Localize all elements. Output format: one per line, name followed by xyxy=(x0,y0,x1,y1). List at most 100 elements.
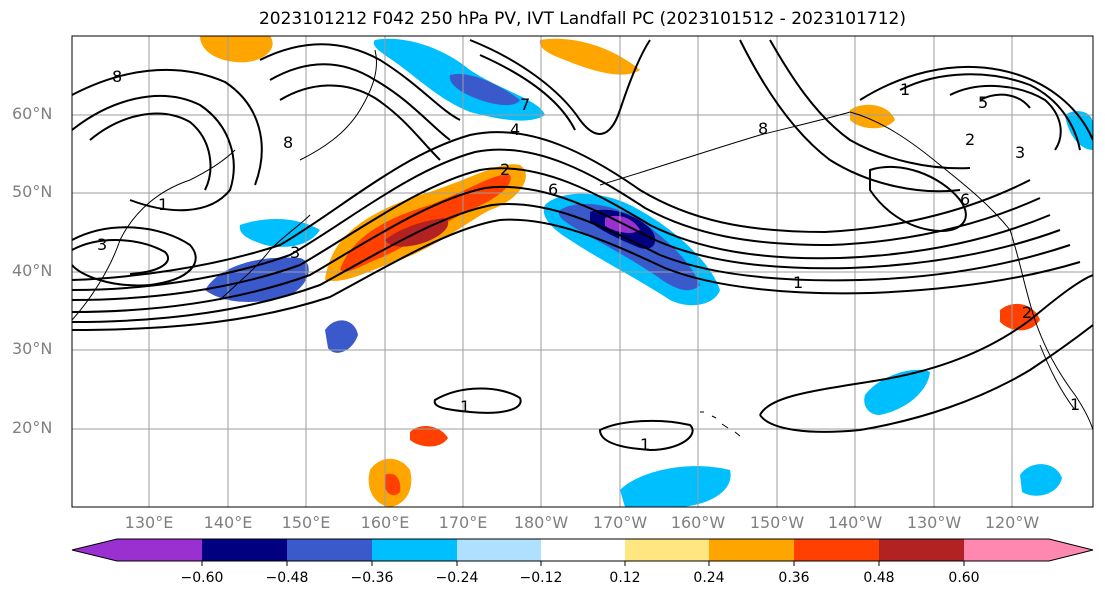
contour-circle-west-2 xyxy=(72,239,169,275)
coastline-north-america xyxy=(1009,229,1093,431)
ivt-contours xyxy=(72,39,1093,452)
contour-jet-4 xyxy=(72,218,1081,331)
contour-label: 8 xyxy=(758,119,768,138)
colorbar-min-extend xyxy=(72,539,117,561)
colorbar-bin xyxy=(287,539,372,561)
lon-label: 120°W xyxy=(984,513,1040,532)
colorbar xyxy=(71,538,1094,566)
coastline-japan xyxy=(219,214,311,301)
contour-jet-5 xyxy=(72,148,1041,291)
contour-label: 1 xyxy=(158,195,168,214)
colorbar-tick-label: 0.60 xyxy=(948,570,980,586)
contour-east-loop xyxy=(869,165,967,232)
lat-label: 60°N xyxy=(12,104,53,123)
colorbar-bin xyxy=(625,539,709,561)
lat-label: 20°N xyxy=(12,418,53,437)
coastline-kamchatka xyxy=(299,49,378,161)
contour-jet-3 xyxy=(72,203,1071,323)
contour-east-big-2 xyxy=(759,324,1093,433)
lon-label: 180°W xyxy=(513,513,569,532)
negative-anomaly-canada xyxy=(1065,111,1093,150)
lon-label: 160°E xyxy=(360,513,410,532)
negative-anomaly-north-core xyxy=(449,74,520,106)
positive-anomaly-northeast xyxy=(539,38,640,75)
contour-subtropical xyxy=(433,387,522,414)
colorbar-bin xyxy=(964,539,1049,561)
map-frame xyxy=(71,35,1094,508)
colorbar-bin xyxy=(794,539,879,561)
contour-ne-1 xyxy=(859,65,1093,141)
chart-title: 2023101212 F042 250 hPa PV, IVT Landfall… xyxy=(258,9,906,29)
contour-label: 2 xyxy=(965,130,975,149)
contour-trough-2 xyxy=(479,54,576,131)
contour-ne-3 xyxy=(949,85,1062,151)
contour-trough-1 xyxy=(469,39,651,135)
contour-label: 8 xyxy=(283,133,293,152)
contour-label: 1 xyxy=(640,435,650,454)
lon-label: 170°W xyxy=(592,513,648,532)
contour-label: 2 xyxy=(1022,303,1032,322)
negative-anomaly-southeast xyxy=(620,466,731,507)
lon-label: 140°E xyxy=(203,513,253,532)
coastline-asia xyxy=(72,149,236,321)
contour-label: 6 xyxy=(548,180,558,199)
contour-label: 8 xyxy=(112,67,122,86)
colorbar-tick-label: 0.36 xyxy=(778,570,810,586)
colorbar-bin xyxy=(541,539,625,561)
contour-jet-6 xyxy=(72,131,1031,281)
hawaii-islands xyxy=(700,411,741,437)
contour-ne-4 xyxy=(979,93,1031,109)
contour-jet-1 xyxy=(72,167,1051,301)
contour-label: 1 xyxy=(900,80,910,99)
negative-anomaly-far-east xyxy=(1020,464,1062,496)
contour-north-1 xyxy=(259,43,461,121)
contour-jet-2 xyxy=(72,185,1061,313)
negative-anomaly-japan-outer xyxy=(239,218,320,247)
colorbar-tick-label: −0.12 xyxy=(519,570,563,586)
colorbar-tick-label: −0.36 xyxy=(350,570,394,586)
contour-tropical xyxy=(598,419,694,452)
lon-label: 130°E xyxy=(124,513,174,532)
contour-ridge-1 xyxy=(739,39,961,193)
contour-east-big xyxy=(759,274,1093,416)
positive-anomaly-north xyxy=(200,36,273,63)
colorbar-bin xyxy=(457,539,541,561)
lon-label: 150°E xyxy=(281,513,331,532)
positive-anomaly-south-core xyxy=(385,473,401,496)
lon-label: 130°W xyxy=(906,513,962,532)
colorbar-tick-label: 0.24 xyxy=(693,570,725,586)
contour-low-west-3 xyxy=(72,68,263,186)
colorbar-bin xyxy=(709,539,794,561)
lat-label: 50°N xyxy=(12,182,53,201)
contour-label: 1 xyxy=(460,397,470,416)
contour-ne-2 xyxy=(899,73,1081,151)
lon-label: 150°W xyxy=(749,513,805,532)
lon-label: 170°E xyxy=(438,513,488,532)
contour-label: 3 xyxy=(290,243,300,262)
positive-anomaly-tropical xyxy=(410,426,448,447)
lon-label: 160°W xyxy=(670,513,726,532)
contour-labels: 8 8 8 1 3 3 2 4 6 7 1 1 1 2 3 5 6 1 1 2 xyxy=(97,67,1080,454)
negative-anomaly-subtropical xyxy=(325,320,358,353)
coastline-aleutians xyxy=(599,111,851,186)
colorbar-tick-label: 0.48 xyxy=(863,570,895,586)
graticule xyxy=(72,36,1093,507)
colorbar-tick-label: −0.60 xyxy=(180,570,224,586)
contour-north-2 xyxy=(269,63,451,141)
contour-label: 7 xyxy=(520,95,530,114)
lon-label: 140°W xyxy=(827,513,883,532)
lat-label: 30°N xyxy=(12,339,53,358)
colorbar-bin xyxy=(372,539,457,561)
coastline-alaska xyxy=(849,111,1011,231)
colorbar-tick-label: −0.48 xyxy=(265,570,309,586)
contour-label: 4 xyxy=(510,120,520,139)
colorbar-tick-label: 0.12 xyxy=(609,570,641,586)
contour-label: 1 xyxy=(1070,395,1080,414)
positive-anomaly-alaska xyxy=(850,104,895,129)
colorbar-max-extend xyxy=(1049,539,1093,561)
positive-anomaly-westcoast xyxy=(1000,303,1040,331)
colorbar-bin xyxy=(117,539,202,561)
contour-low-west-1 xyxy=(72,94,235,212)
contour-label: 2 xyxy=(500,160,510,179)
